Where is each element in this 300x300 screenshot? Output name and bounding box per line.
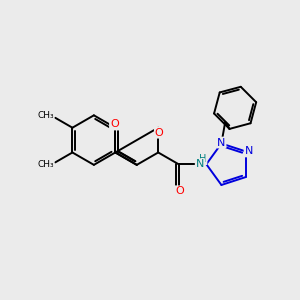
Text: N: N: [244, 146, 253, 156]
Text: H: H: [199, 154, 207, 164]
Text: CH₃: CH₃: [37, 111, 54, 120]
Text: O: O: [175, 187, 184, 196]
Text: N: N: [217, 137, 226, 148]
Text: O: O: [155, 128, 164, 138]
Text: CH₃: CH₃: [37, 160, 54, 169]
Text: O: O: [110, 119, 119, 130]
Text: N: N: [196, 159, 204, 169]
